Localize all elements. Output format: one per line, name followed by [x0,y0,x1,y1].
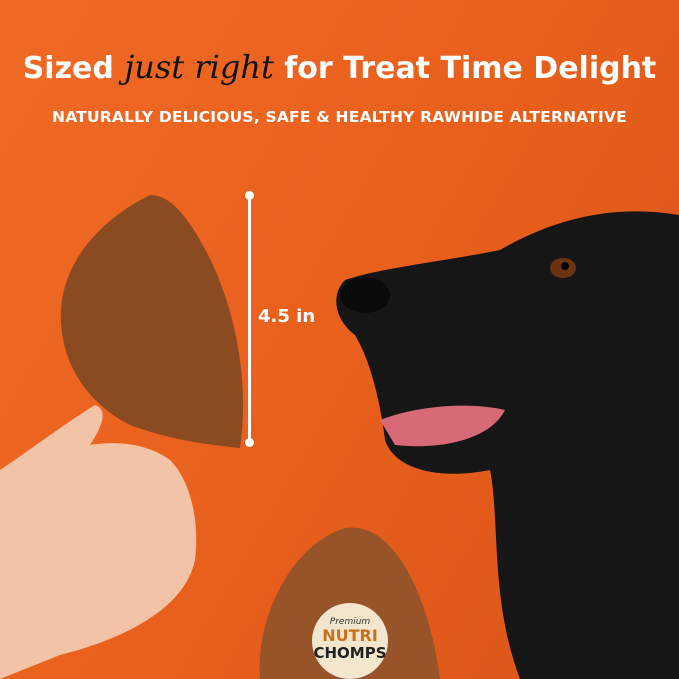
headline-start: Sized [22,51,114,86]
size-label: 4.5 in [258,306,316,327]
package-brand-top: NUTRI [322,626,378,645]
headline-end: for Treat Time Delight [284,51,657,86]
chew-treat [60,195,244,448]
package-brand-bottom: CHOMPS [313,644,386,662]
package-tagline: Premium [330,617,371,627]
hand-image [0,405,197,679]
headline-script: just right [124,48,274,86]
dog-image [336,211,679,679]
brand-label: Premium NUTRI CHOMPS [312,603,388,679]
subheadline: NATURALLY DELICIOUS, SAFE & HEALTHY RAWH… [52,108,627,126]
size-measure-line [245,191,254,447]
headline: Sized just right for Treat Time Delight [0,48,679,86]
